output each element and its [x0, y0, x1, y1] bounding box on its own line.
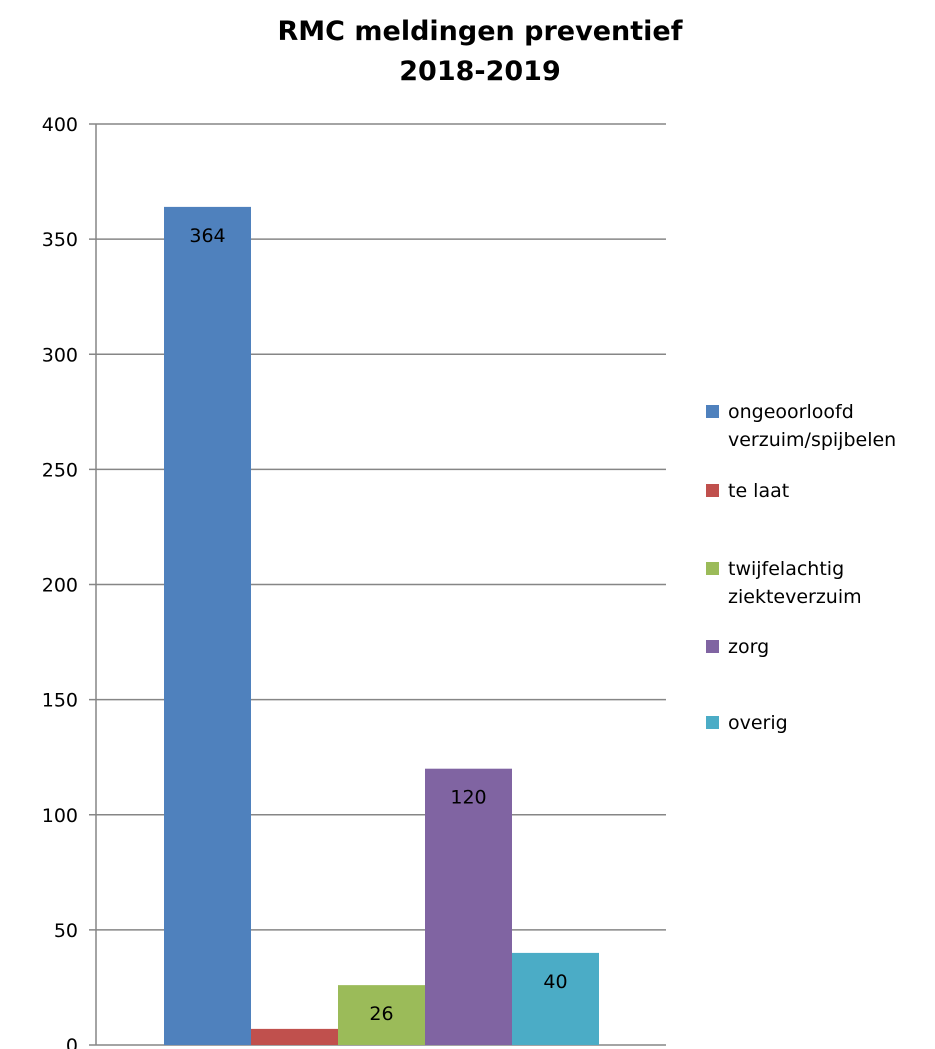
data-label: 364 — [189, 225, 225, 247]
data-label: 120 — [450, 787, 486, 809]
legend-label: overig — [728, 712, 788, 734]
legend-swatch — [706, 562, 719, 575]
y-tick-label: 150 — [42, 690, 78, 712]
y-axis: 0 50 100 150 200 250 300 350 400 — [42, 114, 97, 1049]
y-tick-label: 100 — [42, 805, 78, 827]
y-tick-label: 250 — [42, 459, 78, 481]
y-tick-label: 400 — [42, 114, 78, 136]
data-label: 7 — [288, 1047, 300, 1049]
legend-label: zorg — [728, 636, 770, 658]
bar-overig — [512, 952, 599, 1045]
legend-swatch — [706, 405, 719, 418]
y-tick-label: 300 — [42, 344, 78, 366]
chart-title-line-1: RMC meldingen preventief — [277, 16, 683, 47]
legend-swatch — [706, 484, 719, 497]
bar-ongeoorloofd — [164, 206, 251, 1045]
legend-swatch — [706, 640, 719, 653]
y-tick-label: 0 — [66, 1035, 78, 1049]
data-label: 40 — [543, 971, 567, 993]
y-tick-label: 350 — [42, 229, 78, 251]
bars — [164, 206, 599, 1045]
legend-swatch — [706, 716, 719, 729]
bar-te — [251, 1028, 338, 1045]
y-tick-label: 50 — [54, 920, 78, 942]
chart-title-line-2: 2018-2019 — [399, 56, 561, 87]
bar-zorg — [425, 768, 512, 1045]
legend-label: ongeoorloofd verzuim/spijbelen — [728, 401, 897, 451]
data-label: 26 — [369, 1003, 393, 1025]
y-tick-label: 200 — [42, 575, 78, 597]
legend-label: twijfelachtig ziekteverzuim — [728, 558, 862, 608]
data-labels: 364 7 26 120 40 — [189, 225, 567, 1049]
legend-label: te laat — [728, 480, 790, 502]
chart-title: RMC meldingen preventief 2018-2019 — [215, 12, 745, 92]
bar-twijfelachtig — [338, 985, 425, 1045]
